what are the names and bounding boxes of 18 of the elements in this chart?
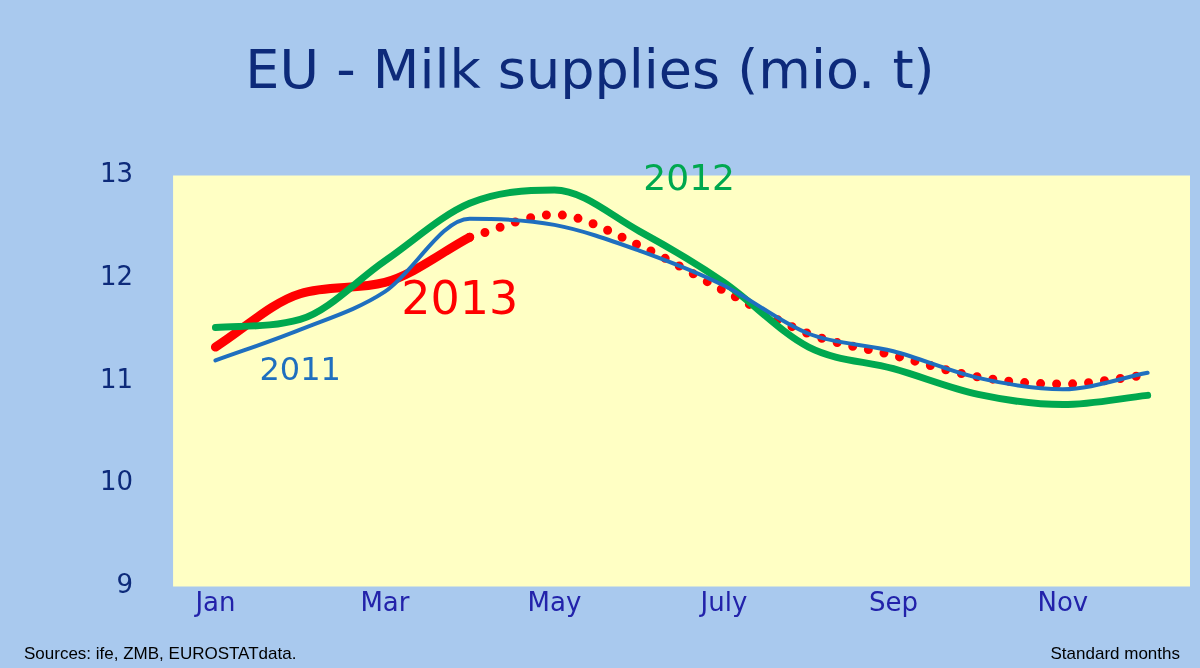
y-tick-label: 12 (99, 261, 134, 292)
series-label: 2011 (259, 349, 341, 388)
y-tick-label: 11 (99, 363, 134, 394)
x-tick-label: Jan (193, 586, 236, 617)
text: Standard months (1050, 644, 1180, 664)
source-note: Sources: ife, ZMB, EUROSTATdata. (24, 644, 297, 664)
y-tick-label: 9 (116, 569, 134, 600)
x-tick-label: Mar (360, 586, 410, 617)
y-tick-label: 10 (99, 466, 134, 497)
series-label: 2012 (643, 157, 735, 199)
series-label: 2013 (401, 271, 519, 326)
x-tick-label: May (527, 586, 582, 617)
line-series (213, 216, 1150, 392)
x-tick-label: Nov (1037, 586, 1089, 617)
x-tick-label: July (698, 586, 748, 617)
chart-title: EU - Milk supplies (mio. t) (244, 38, 936, 101)
x-tick-label: Sep (868, 586, 918, 617)
y-tick-label: 13 (99, 158, 134, 189)
